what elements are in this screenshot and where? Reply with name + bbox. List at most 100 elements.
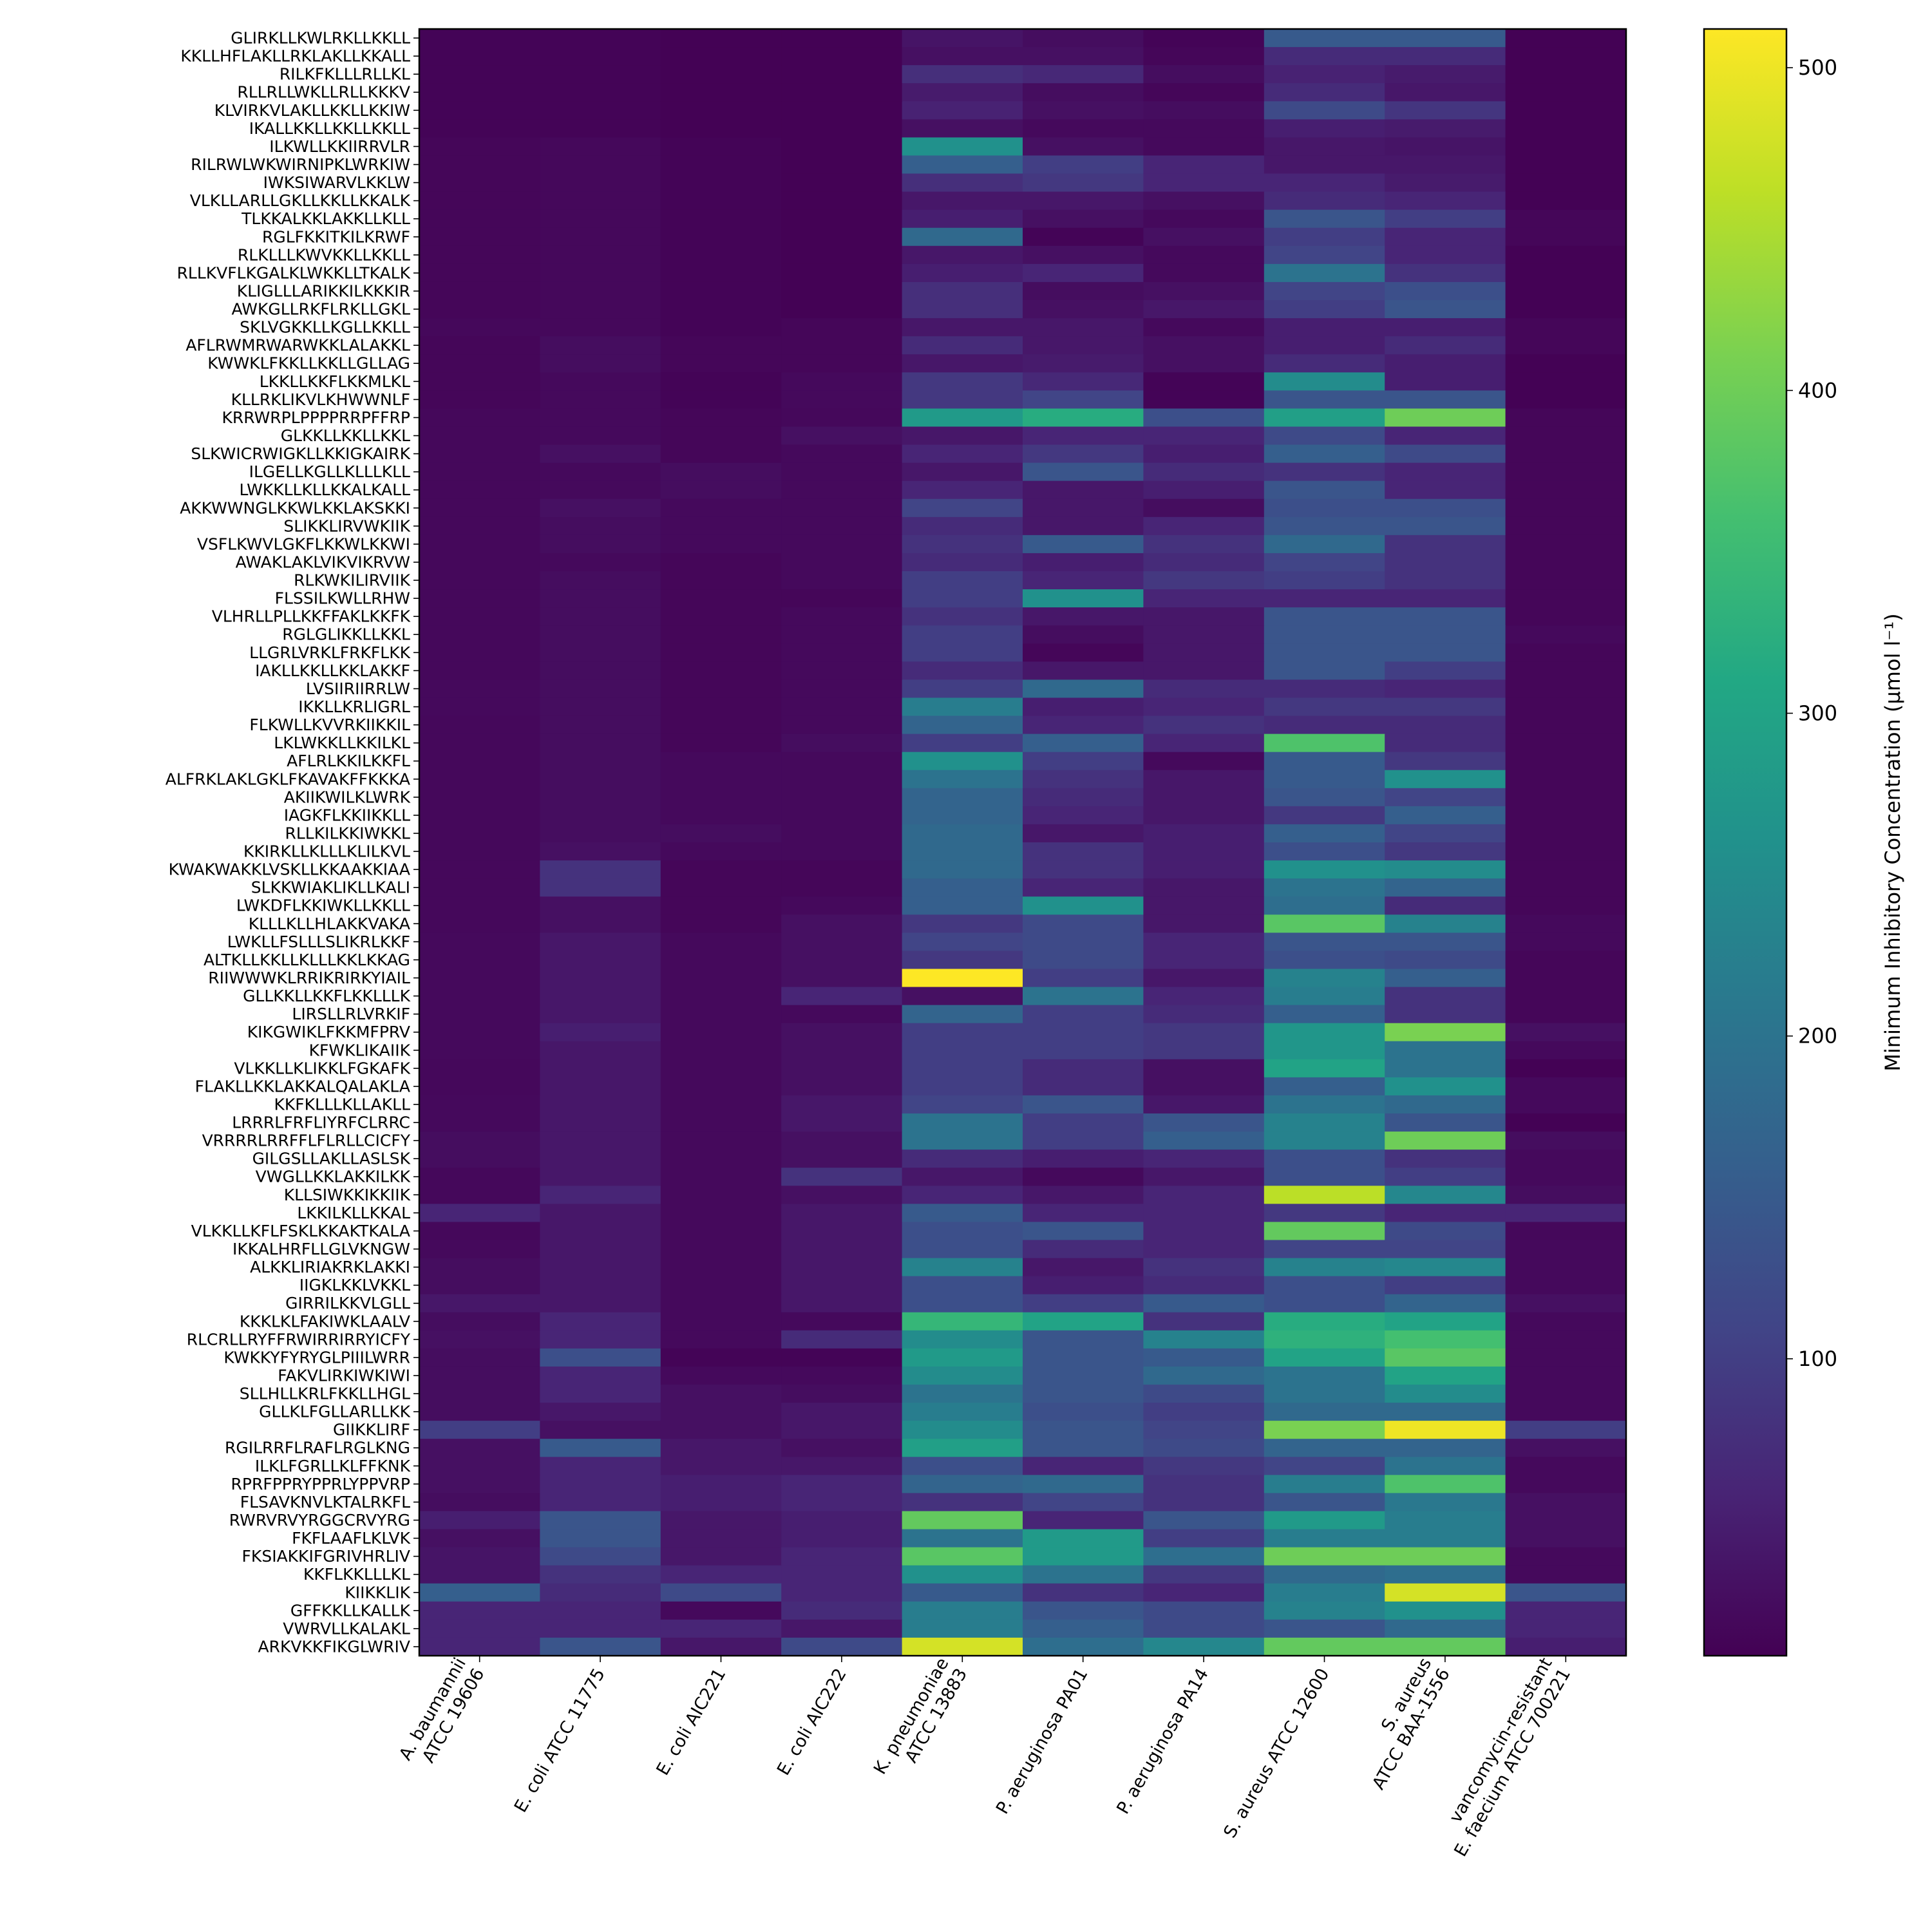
heatmap-cell	[781, 426, 903, 446]
heatmap-cell	[1505, 535, 1627, 554]
heatmap-cell	[1385, 1511, 1506, 1530]
heatmap-cell	[781, 155, 903, 175]
heatmap-cell	[1264, 300, 1385, 319]
heatmap-cell	[1264, 29, 1385, 48]
heatmap-cell	[902, 535, 1023, 554]
heatmap-cell	[781, 1493, 903, 1512]
heatmap-cell	[1143, 227, 1265, 247]
heatmap-cell	[419, 1113, 540, 1132]
heatmap-cell	[1143, 155, 1265, 175]
heatmap-cell	[1385, 1005, 1506, 1024]
heatmap-cell	[1264, 281, 1385, 301]
heatmap-cell	[1264, 173, 1385, 193]
heatmap-cell	[1143, 408, 1265, 428]
heatmap-cell	[1505, 300, 1627, 319]
heatmap-cell	[660, 498, 782, 518]
heatmap-cell	[419, 101, 540, 120]
y-tick-label: IKALLKKLLKKLLKKLL	[249, 119, 410, 138]
heatmap-cell	[1264, 498, 1385, 518]
heatmap-cell	[1264, 715, 1385, 735]
heatmap-cell	[781, 1366, 903, 1385]
heatmap-cell	[1143, 788, 1265, 807]
y-tick-label: GLKKLLKKLLKKL	[281, 426, 410, 445]
heatmap-cell	[1023, 408, 1144, 428]
y-tick-label: GIRRILKKVLGLL	[285, 1294, 410, 1312]
heatmap-cell	[1143, 643, 1265, 662]
heatmap-cell	[660, 29, 782, 48]
heatmap-cell	[1023, 535, 1144, 554]
heatmap-cell	[1264, 969, 1385, 988]
heatmap-cell	[540, 300, 661, 319]
heatmap-cell	[419, 933, 540, 951]
heatmap-cell	[1023, 1385, 1144, 1403]
heatmap-cell	[1143, 969, 1265, 988]
heatmap-cell	[1264, 137, 1385, 156]
heatmap-cell	[1143, 715, 1265, 735]
heatmap-cell	[902, 1095, 1023, 1114]
y-tick-label: RWRVRVYRGGCRVYRG	[229, 1511, 410, 1530]
y-tick-label: LLGRLVRKLFRKFLKK	[249, 643, 410, 662]
heatmap-cell	[1143, 607, 1265, 626]
heatmap-cell	[1143, 1150, 1265, 1168]
heatmap-cell	[660, 1258, 782, 1277]
heatmap-cell	[540, 987, 661, 1006]
heatmap-cell	[660, 119, 782, 138]
heatmap-cell	[1505, 209, 1627, 229]
heatmap-cell	[540, 1276, 661, 1295]
heatmap-cell	[1264, 444, 1385, 464]
heatmap-cell	[781, 788, 903, 807]
heatmap-cell	[781, 390, 903, 409]
heatmap-cell	[1023, 987, 1144, 1006]
heatmap-cell	[902, 1041, 1023, 1060]
heatmap-cell	[1023, 47, 1144, 66]
heatmap-cell	[902, 173, 1023, 193]
heatmap-cell	[781, 969, 903, 988]
y-tick-label: ILKLFGRLLKLFFKNK	[255, 1457, 411, 1475]
heatmap-cell	[540, 1186, 661, 1204]
heatmap-cell	[660, 914, 782, 933]
heatmap-cell	[1385, 1403, 1506, 1421]
heatmap-cell	[1264, 1168, 1385, 1186]
heatmap-cell	[1143, 1547, 1265, 1566]
heatmap-cell	[781, 661, 903, 680]
heatmap-cell	[1385, 173, 1506, 193]
y-tick-label: KLLSIWKKIKKIIK	[284, 1186, 411, 1204]
heatmap-cell	[1505, 1493, 1627, 1512]
heatmap-cell	[781, 191, 903, 211]
heatmap-cell	[1023, 914, 1144, 933]
heatmap-cell	[1385, 734, 1506, 753]
heatmap-cell	[540, 137, 661, 156]
heatmap-cell	[1023, 300, 1144, 319]
heatmap-cell	[1143, 1222, 1265, 1241]
heatmap-cell	[781, 480, 903, 500]
heatmap-cell	[1385, 101, 1506, 120]
heatmap-cell	[660, 1204, 782, 1222]
heatmap-cell	[1385, 1132, 1506, 1150]
x-tick-label: S. aureus ATCC 12600	[1220, 1665, 1333, 1842]
heatmap-cell	[1023, 788, 1144, 807]
heatmap-cell	[419, 263, 540, 283]
heatmap-cell	[419, 842, 540, 861]
heatmap-cell	[540, 1312, 661, 1331]
heatmap-cell	[1264, 354, 1385, 373]
heatmap-cell	[419, 119, 540, 138]
heatmap-cell	[1505, 1565, 1627, 1584]
heatmap-cell	[1385, 842, 1506, 861]
heatmap-cell	[902, 1132, 1023, 1150]
heatmap-cell	[1505, 607, 1627, 626]
heatmap-cell	[419, 1619, 540, 1638]
heatmap-cell	[1385, 137, 1506, 156]
heatmap-cell	[1023, 1113, 1144, 1132]
heatmap-cell	[660, 426, 782, 446]
heatmap-cell	[1264, 661, 1385, 680]
heatmap-cell	[781, 209, 903, 229]
heatmap-cell	[1505, 643, 1627, 662]
heatmap-cell	[660, 336, 782, 355]
heatmap-cell	[1385, 1041, 1506, 1060]
heatmap-cell	[1385, 516, 1506, 536]
heatmap-cell	[1264, 553, 1385, 572]
heatmap-cell	[419, 1511, 540, 1530]
heatmap-cell	[902, 498, 1023, 518]
heatmap-cell	[1385, 987, 1506, 1006]
